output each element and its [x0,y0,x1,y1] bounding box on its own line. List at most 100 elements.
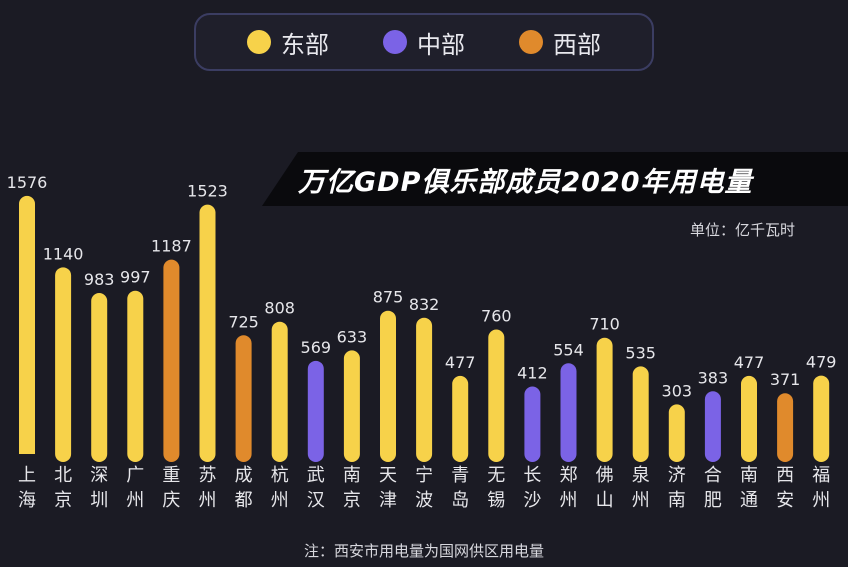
category-label-西安-1: 安 [776,490,794,511]
category-label-广州-1: 州 [126,490,144,511]
value-label-南通: 477 [734,353,765,372]
category-label-成都-0: 成 [235,465,253,486]
bar-深圳 [91,293,108,462]
category-label-佛山-0: 佛 [596,465,614,486]
bar-佛山 [596,337,613,462]
category-label-长沙-0: 长 [523,465,541,486]
category-label-郑州-1: 州 [560,490,578,511]
bar-上海 [19,195,35,462]
title-banner [262,152,848,206]
category-label-武汉-0: 武 [307,465,325,486]
value-label-长沙: 412 [517,364,548,383]
category-label-郑州-0: 郑 [560,465,578,486]
bar-南京 [343,350,360,462]
category-label-天津-0: 天 [379,465,397,486]
footnote: 注：西安市用电量为国网供区用电量 [303,542,544,560]
bar-广州 [127,290,144,462]
value-label-佛山: 710 [589,315,620,334]
bar-苏州 [199,204,216,462]
category-label-广州-0: 广 [126,465,144,486]
category-label-苏州-1: 州 [199,490,217,511]
value-label-宁波: 832 [409,295,440,314]
category-label-泉州-1: 州 [632,490,650,511]
category-label-济南-1: 南 [668,490,686,511]
legend-dot-west [519,30,543,54]
legend-dot-east [247,30,271,54]
value-label-苏州: 1523 [187,182,228,201]
category-label-青岛-1: 岛 [451,490,469,511]
bar-西安 [777,393,794,462]
category-label-济南-0: 济 [668,465,686,486]
value-label-西安: 371 [770,370,801,389]
value-label-无锡: 760 [481,307,512,326]
bar-宁波 [416,317,433,462]
category-label-宁波-0: 宁 [415,465,433,486]
legend-item-central: 中部 [383,25,465,60]
bar-合肥 [704,391,721,462]
value-label-青岛: 477 [445,353,476,372]
category-label-重庆-1: 庆 [162,490,180,511]
category-label-上海-0: 上 [18,465,36,486]
value-label-上海: 1576 [7,173,48,192]
bar-青岛 [452,375,469,462]
category-label-无锡-1: 锡 [487,490,505,511]
bar-天津 [380,310,396,462]
value-label-武汉: 569 [301,338,332,357]
category-label-南京-0: 南 [343,465,361,486]
category-label-福州-1: 州 [812,490,830,511]
value-label-天津: 875 [373,288,404,307]
legend-label-central: 中部 [417,30,465,59]
category-label-合肥-0: 合 [704,465,722,486]
category-label-南京-1: 京 [343,490,361,511]
category-label-重庆-0: 重 [162,465,180,486]
category-label-佛山-1: 山 [596,490,614,511]
category-label-南通-0: 南 [740,465,758,486]
value-label-重庆: 1187 [151,237,192,256]
legend-item-east: 东部 [247,25,329,60]
category-label-西安-0: 西 [776,465,794,486]
category-label-福州-0: 福 [812,465,830,486]
category-label-杭州-1: 州 [271,490,289,511]
legend: 东部 中部 西部 [194,13,654,71]
bar-福州 [813,375,830,462]
legend-item-west: 西部 [519,25,601,60]
category-label-上海-1: 海 [18,490,36,511]
value-label-成都: 725 [228,312,259,331]
bar-杭州 [271,321,288,462]
unit-label: 单位：亿千瓦时 [690,221,796,239]
value-label-郑州: 554 [553,340,584,359]
value-label-福州: 479 [806,353,837,372]
category-label-青岛-0: 青 [451,465,469,486]
category-label-无锡-0: 无 [487,465,505,486]
bar-重庆 [163,259,180,462]
value-label-广州: 997 [120,268,151,287]
category-label-北京-0: 北 [54,465,72,486]
category-label-苏州-0: 苏 [199,465,217,486]
legend-label-west: 西部 [553,30,601,59]
category-label-南通-1: 通 [740,490,758,511]
bar-武汉 [307,360,324,462]
value-label-南京: 633 [337,327,368,346]
legend-dot-central [383,30,407,54]
bar-泉州 [632,366,649,462]
bar-无锡 [488,329,505,462]
value-label-深圳: 983 [84,270,115,289]
category-label-天津-1: 津 [379,490,397,511]
bar-成都 [235,335,252,462]
value-label-济南: 303 [662,381,693,400]
bar-长沙 [524,386,541,462]
bar-北京 [55,267,72,462]
category-label-武汉-1: 汉 [307,490,325,511]
bar-郑州 [560,363,577,462]
category-label-北京-1: 京 [54,490,72,511]
category-label-成都-1: 都 [235,490,253,511]
category-label-宁波-1: 波 [415,490,433,511]
category-label-杭州-0: 杭 [271,465,289,486]
legend-label-east: 东部 [281,30,329,59]
value-label-北京: 1140 [43,244,84,263]
category-label-合肥-1: 肥 [704,490,722,511]
value-label-杭州: 808 [264,299,295,318]
category-label-深圳-1: 圳 [90,490,108,511]
bar-济南 [668,404,685,462]
